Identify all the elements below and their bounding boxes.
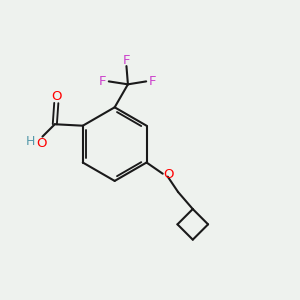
Text: F: F: [98, 75, 106, 88]
Text: F: F: [123, 54, 130, 67]
Text: O: O: [51, 90, 62, 103]
Text: H: H: [26, 135, 35, 148]
Text: O: O: [164, 168, 174, 182]
Text: O: O: [36, 136, 47, 150]
Text: F: F: [149, 75, 156, 88]
